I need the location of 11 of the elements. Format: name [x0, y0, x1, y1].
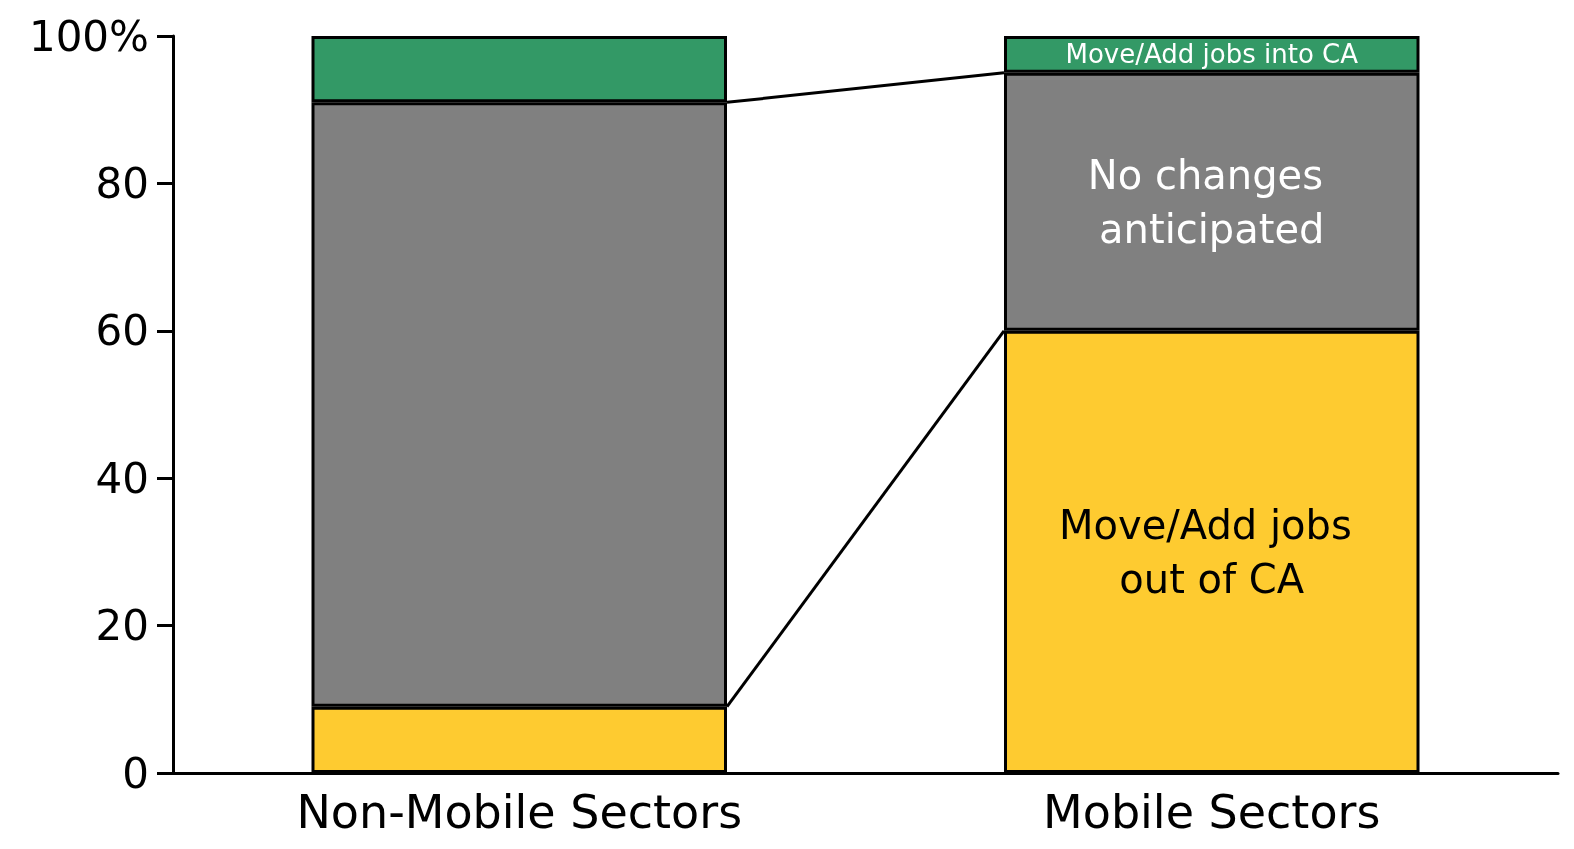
y-tick-label: 20 — [95, 601, 149, 651]
series-label: Move/Add jobs into CA — [1065, 39, 1359, 70]
x-tick-label: Non-Mobile Sectors — [296, 785, 743, 839]
y-tick-label: 60 — [95, 306, 149, 356]
y-tick-label: 80 — [95, 158, 149, 208]
x-tick-label: Mobile Sectors — [1043, 785, 1381, 839]
series-label: No changes anticipated — [1087, 151, 1336, 252]
series-label: Move/Add jobs out of CA — [1059, 501, 1365, 602]
y-tick-label: 100% — [28, 11, 149, 61]
y-tick-label: 0 — [122, 748, 149, 798]
y-tick-label: 40 — [95, 453, 149, 503]
